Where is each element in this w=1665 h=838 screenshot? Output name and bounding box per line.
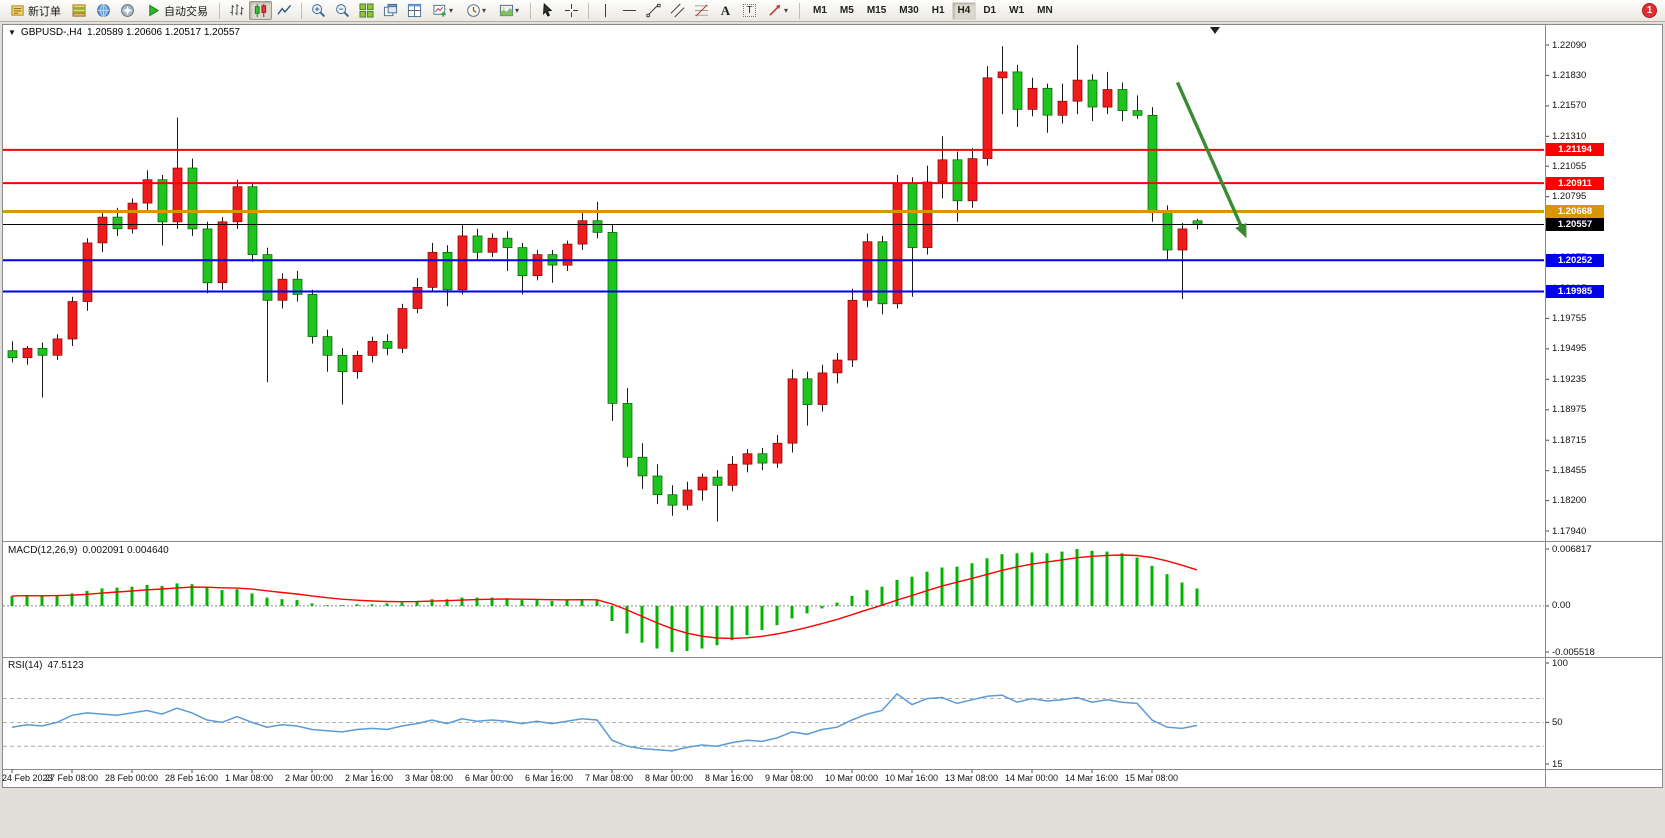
- time-axis-border[interactable]: [3, 769, 1663, 770]
- template-icon: [499, 4, 514, 17]
- text-tool-button[interactable]: A: [714, 1, 737, 20]
- clock-icon: [467, 4, 480, 17]
- macd-indicator-values: 0.002091 0.004640: [82, 545, 169, 556]
- toolbar-separator: [588, 2, 589, 19]
- label-tool-button[interactable]: T: [738, 1, 761, 20]
- new-order-label: 新订单: [28, 5, 61, 18]
- rsi-indicator-name: RSI(14): [8, 660, 43, 671]
- vertical-line-tool-button[interactable]: [594, 1, 617, 20]
- timeframe-group: M1 M5 M15 M30 H1 H4 D1 W1 MN: [807, 1, 1059, 20]
- auto-trading-label: 自动交易: [164, 5, 208, 18]
- new-order-button[interactable]: 新订单: [4, 1, 67, 20]
- toolbar-separator: [219, 2, 220, 19]
- new-chart-dropdown[interactable]: ▾: [427, 1, 459, 20]
- arrow-tool-icon: [769, 4, 781, 16]
- chart-ohlc-values: 1.20589 1.20606 1.20517 1.20557: [87, 27, 240, 38]
- trendline-icon: [646, 3, 661, 18]
- horizontal-line-tool-button[interactable]: [618, 1, 641, 20]
- arrows-dropdown[interactable]: ▾: [762, 1, 794, 20]
- crosshair-tool-button[interactable]: [560, 1, 583, 20]
- chevron-down-icon: ▾: [448, 5, 453, 15]
- rsi-indicator-values: 47.5123: [47, 660, 84, 671]
- toolbar-separator: [301, 2, 302, 19]
- tile-windows-button[interactable]: [355, 1, 378, 20]
- fibonacci-icon: [694, 4, 709, 17]
- line-chart-icon: [277, 4, 292, 15]
- indicator-stack-icon: [72, 4, 86, 17]
- main-toolbar: 新订单 自动交易 ▾ ▾: [0, 0, 1665, 22]
- candlestick-mode-button[interactable]: [249, 1, 272, 20]
- timeframe-button-w1[interactable]: W1: [1003, 2, 1030, 20]
- candlestick-icon: [254, 3, 267, 18]
- price-axis-border[interactable]: [1545, 25, 1546, 787]
- zoom-in-icon: [312, 4, 326, 18]
- zoom-out-button[interactable]: [331, 1, 354, 20]
- cascade-windows-button[interactable]: [379, 1, 402, 20]
- fibonacci-tool-button[interactable]: [690, 1, 713, 20]
- new-order-icon: [11, 5, 24, 16]
- bar-chart-icon: [230, 3, 244, 16]
- chevron-down-icon: ▾: [481, 5, 486, 15]
- indicators-button[interactable]: [68, 1, 91, 20]
- text-tool-icon: A: [720, 3, 731, 18]
- toolbar-separator: [530, 2, 531, 19]
- horizontal-line-icon: [622, 10, 637, 11]
- toolbar-separator: [799, 2, 800, 19]
- chevron-down-icon: ▾: [783, 5, 788, 15]
- periods-dropdown[interactable]: ▾: [460, 1, 492, 20]
- line-chart-mode-button[interactable]: [273, 1, 296, 20]
- tile-grid-icon: [359, 3, 374, 18]
- crosshair-icon: [564, 3, 579, 18]
- chart-shift-marker[interactable]: [1210, 27, 1220, 34]
- chart-symbol-period: GBPUSD-,H4: [20, 27, 83, 38]
- main-macd-splitter[interactable]: [3, 541, 1663, 542]
- chart-menu-icon[interactable]: ▼: [8, 28, 16, 37]
- templates-dropdown[interactable]: ▾: [493, 1, 525, 20]
- timeframe-button-d1[interactable]: D1: [977, 2, 1002, 20]
- navigator-icon: [121, 4, 134, 17]
- macd-rsi-splitter[interactable]: [3, 657, 1663, 658]
- rsi-panel-title: RSI(14) 47.5123: [8, 660, 84, 671]
- timeframe-button-h4[interactable]: H4: [951, 1, 977, 20]
- chart-window[interactable]: [2, 24, 1663, 788]
- timeframe-button-m5[interactable]: M5: [834, 2, 860, 20]
- zoom-out-icon: [336, 4, 350, 18]
- tile-horizontal-icon: [407, 3, 422, 18]
- zoom-in-button[interactable]: [307, 1, 330, 20]
- trendline-tool-button[interactable]: [642, 1, 665, 20]
- timeframe-button-m1[interactable]: M1: [807, 2, 833, 20]
- timeframe-button-m30[interactable]: M30: [893, 2, 924, 20]
- navigator-button[interactable]: [116, 1, 139, 20]
- auto-trading-button[interactable]: 自动交易: [140, 1, 214, 20]
- market-watch-button[interactable]: [92, 1, 115, 20]
- chevron-down-icon: ▾: [514, 5, 519, 15]
- channel-tool-button[interactable]: [666, 1, 689, 20]
- timeframe-button-m15[interactable]: M15: [861, 2, 892, 20]
- play-icon: [149, 4, 160, 17]
- notification-badge[interactable]: 1: [1642, 3, 1657, 18]
- new-chart-icon: [433, 4, 446, 17]
- bar-chart-mode-button[interactable]: [225, 1, 248, 20]
- vertical-line-icon: [605, 3, 606, 18]
- macd-panel-title: MACD(12,26,9) 0.002091 0.004640: [8, 545, 169, 556]
- market-watch-icon: [97, 4, 110, 17]
- cursor-icon: [543, 3, 553, 17]
- cursor-tool-button[interactable]: [536, 1, 559, 20]
- label-tool-icon: T: [743, 4, 756, 17]
- timeframe-button-h1[interactable]: H1: [926, 2, 951, 20]
- chart-title: ▼ GBPUSD-,H4 1.20589 1.20606 1.20517 1.2…: [8, 27, 240, 38]
- macd-indicator-name: MACD(12,26,9): [8, 545, 78, 556]
- arrange-windows-button[interactable]: [403, 1, 426, 20]
- cascade-icon: [383, 3, 398, 17]
- timeframe-button-mn[interactable]: MN: [1031, 2, 1059, 20]
- channel-icon: [670, 3, 685, 18]
